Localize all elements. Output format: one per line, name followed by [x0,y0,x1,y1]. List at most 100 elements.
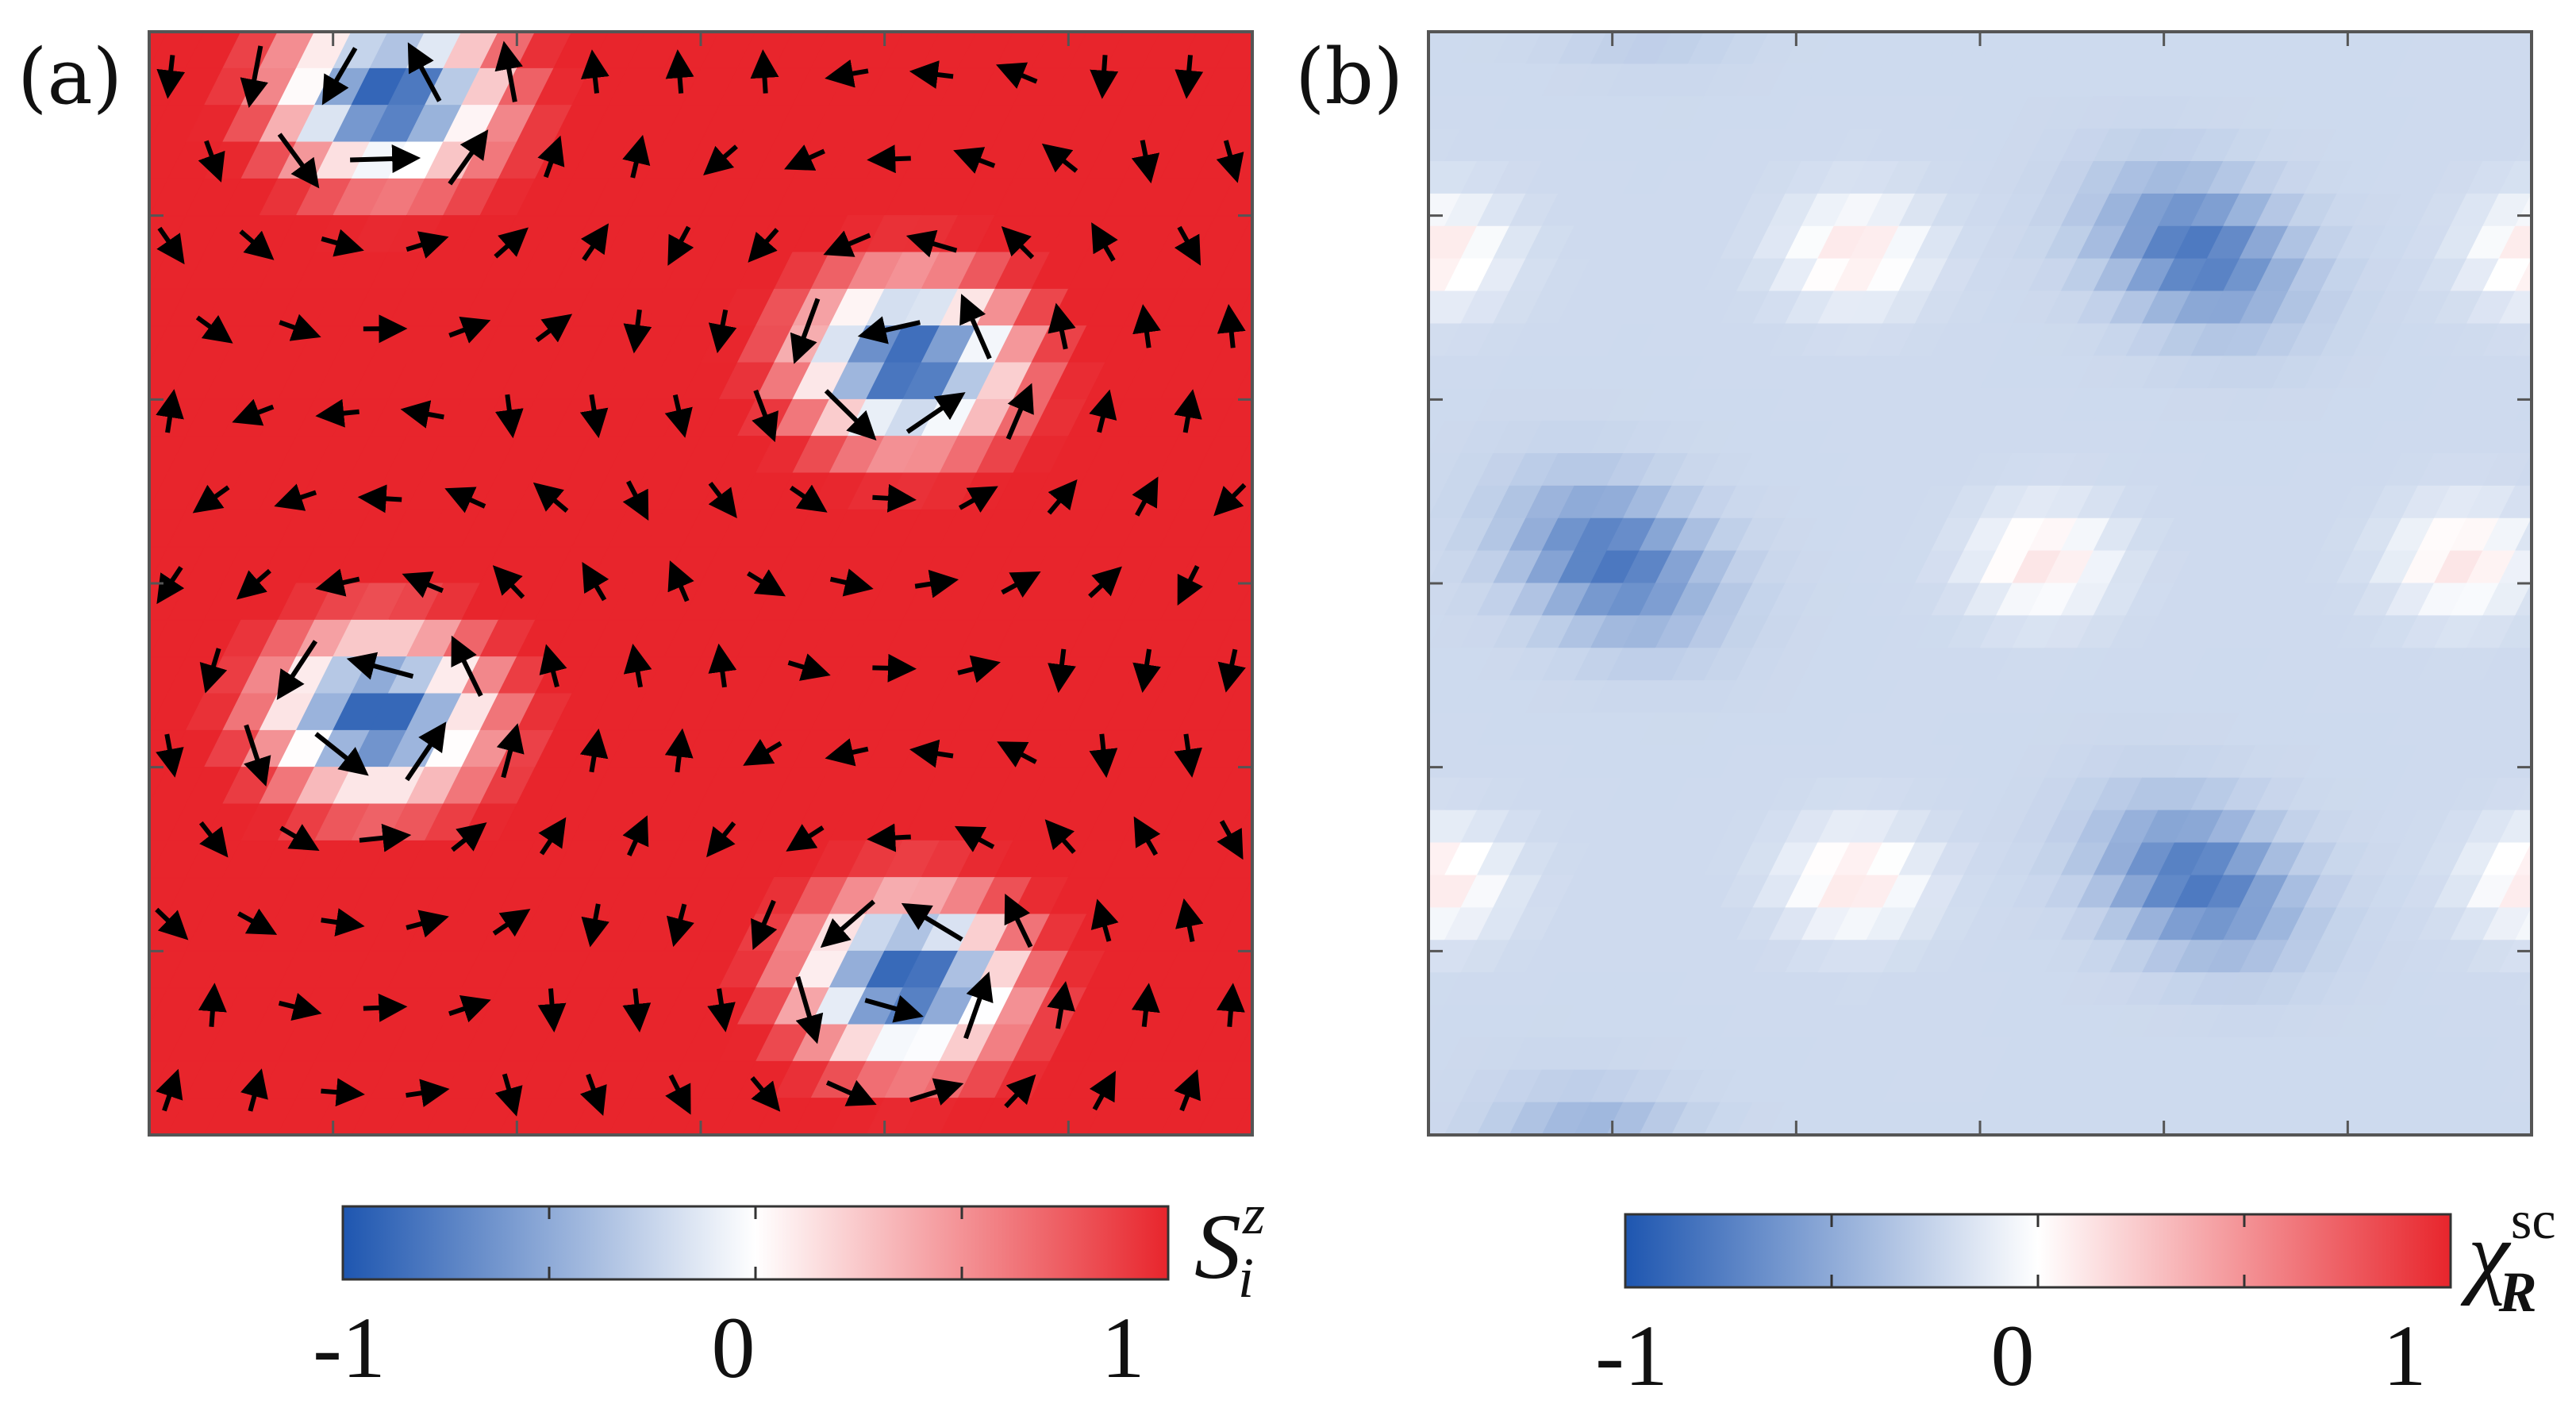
spin-arrow [958,486,998,513]
colorbar-b-tick-min: -1 [1595,1307,1668,1404]
heat-cell [1251,361,1252,364]
heat-cell [1331,551,1379,583]
heat-cell [1271,951,1326,987]
spin-arrow [156,566,185,605]
spin-arrow [1048,302,1076,350]
spin-arrow [538,817,567,856]
spin-arrow [357,484,402,514]
heat-cell [1428,842,1429,844]
heat-cell [1271,216,1326,252]
heat-cell [1289,620,1344,656]
heat-cell [1233,1098,1252,1135]
spin-arrow [665,1074,691,1115]
heat-cell [1428,777,1429,779]
spin-arrow [1175,55,1204,99]
heat-cell [1251,876,1252,879]
heat-cell [1348,389,1396,421]
heat-cell [149,877,150,879]
heat-cell [1308,1025,1363,1061]
heat-cell [75,326,130,363]
spin-arrow [1213,483,1247,517]
heat-cell [1331,291,1379,324]
heat-cell [1363,162,1412,194]
heat-cell [1363,421,1412,454]
spin-arrow [1174,733,1202,778]
panel-a-letter: (a) [17,33,122,121]
spin-arrow [1001,226,1035,260]
heat-cell [75,840,130,877]
heat-cell [2531,452,2532,454]
spin-arrow [825,738,869,767]
spin-arrow [156,55,186,99]
heat-cell [1271,289,1326,325]
spin-arrow [156,389,184,433]
heat-cell [2564,356,2576,389]
spin-arrow [667,903,694,948]
spin-arrow [492,565,525,599]
axis-ticks-b [1428,32,2532,1135]
heat-cell [1363,681,1412,714]
heat-cell [1363,1070,1412,1102]
spin-arrow [784,144,825,171]
spin-arrow [997,741,1037,767]
heat-cell [1331,875,1379,908]
spin-arrow [321,1078,365,1107]
heat-cell [1289,1061,1344,1098]
spin-arrow [539,644,567,688]
spin-arrow [667,225,694,266]
spin-arrow [580,49,609,94]
heat-cell [1289,326,1344,363]
spin-arrow [914,569,959,598]
heat-cell [75,252,130,289]
heat-cell [75,694,130,730]
heat-cell [1428,517,1429,520]
spin-arrow [703,144,738,176]
spin-arrow [954,825,995,852]
heat-cell [1251,802,1252,805]
spin-arrow [825,1079,877,1106]
spin-arrow [402,571,444,598]
colorbar-a-tick-max: 1 [1102,1299,1145,1396]
heat-cell [2564,486,2576,518]
heat-cell [2547,778,2576,810]
spin-arrow [953,147,996,174]
heat-cell [2514,648,2532,682]
heat-cell [2564,226,2576,259]
heat-cell [1271,363,1326,399]
spin-arrow [1041,143,1078,173]
spin-arrow [1090,898,1119,942]
spin-arrow [1174,389,1202,433]
heat-cell [2547,518,2576,551]
heat-cell [1251,509,1252,510]
spin-arrow [751,899,778,951]
heat-cell [2547,194,2576,226]
spin-arrow [448,995,491,1023]
heat-cell [2564,1005,2576,1037]
heat-cell [1348,1037,1396,1070]
spin-arrow [400,400,444,429]
heat-cell [1233,509,1252,548]
spin-arrow [1133,816,1161,856]
heat-cell [1271,878,1326,914]
spin-arrow [746,569,786,597]
heat-cell [2564,681,2576,714]
spin-arrow [795,975,824,1044]
spin-arrow [239,229,275,260]
heat-cell [2514,452,2532,487]
heat-cell [1233,436,1252,474]
spin-arrow [708,482,737,519]
heat-cell [1289,473,1344,510]
heat-cell [1428,713,1429,714]
spin-arrow [664,728,694,773]
heat-cell [1289,547,1344,583]
spin-arrow [901,902,963,942]
heat-cell [2514,583,2532,617]
heat-cell [1363,940,1412,973]
heat-cell [2564,32,2576,64]
heat-cell [1348,518,1396,551]
spin-arrow [872,483,917,513]
heat-cell [1348,843,1396,875]
heat-cell [2547,64,2576,97]
spin-arrow [156,733,184,778]
heat-cell [1331,810,1379,843]
